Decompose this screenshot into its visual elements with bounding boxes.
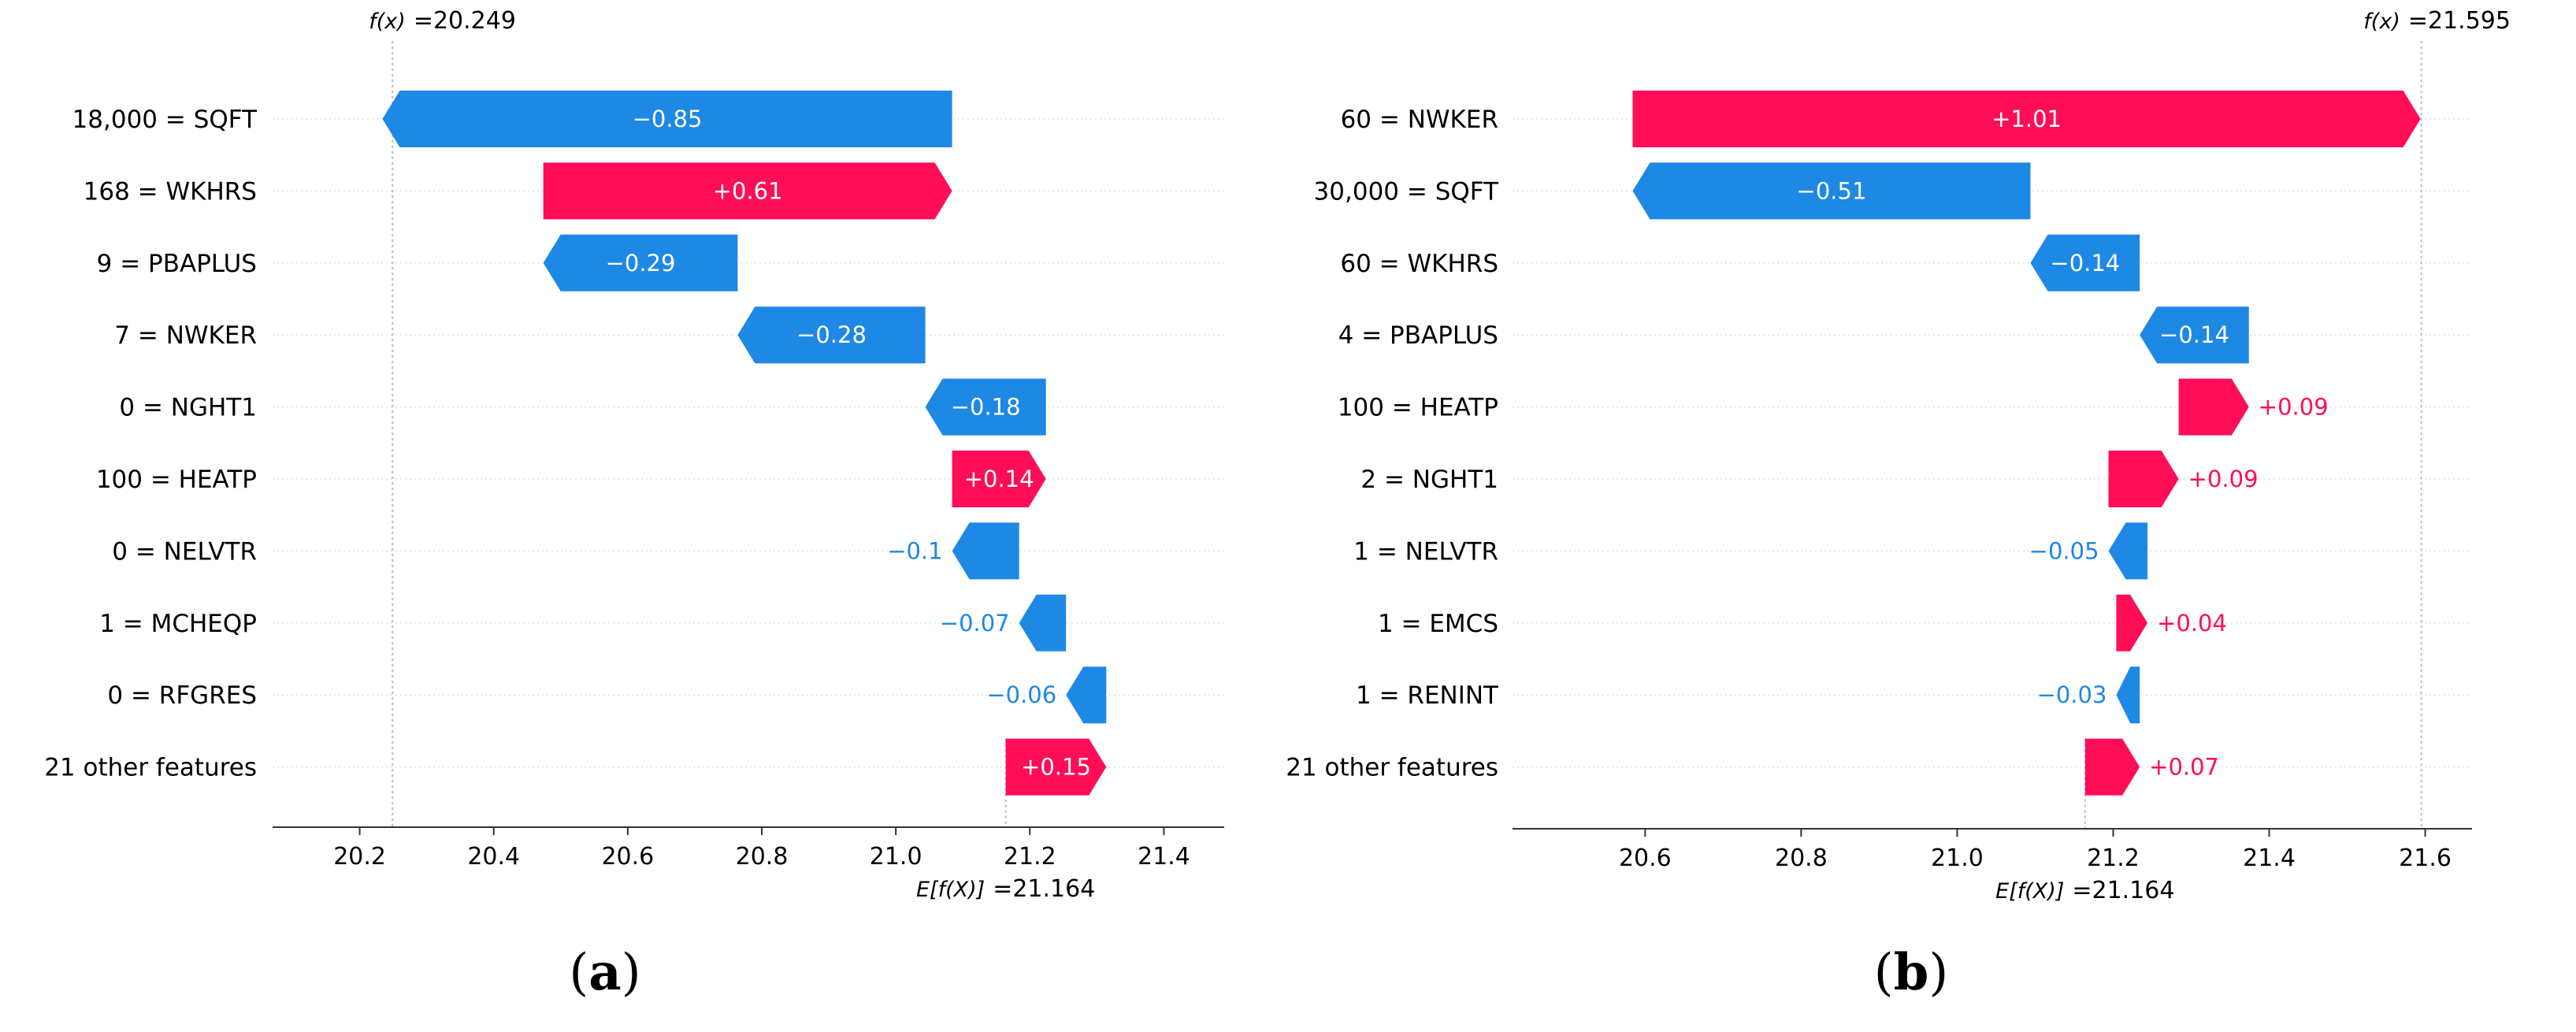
x-tick-label: 21.2 [1004,843,1056,871]
feature-label: 100 = HEATP [96,466,257,494]
bar-negative [2116,666,2140,724]
bar-value-label: −0.18 [951,394,1021,421]
bar-value-label: +0.09 [2259,394,2329,421]
ex-label: E[f(X)] [916,878,985,902]
feature-label: 2 = NGHT1 [1360,466,1498,494]
feature-label: 168 = WKHRS [84,177,257,206]
panel-a: −0.85 18,000 = SQFT +0.61 168 = WKHRS −0.29 9… [44,7,1224,1002]
feature-label: 9 = PBAPLUS [97,250,257,278]
feature-label: 0 = RFGRES [107,681,257,710]
bar-positive [543,162,952,220]
bar-value-label: −0.14 [2050,250,2120,277]
bar-positive [2178,378,2249,436]
feature-label: 7 = NWKER [114,321,257,350]
ex-value: =21.164 [2072,877,2174,904]
bar-negative [2108,522,2148,580]
bar-value-label: −0.14 [2159,321,2229,348]
x-tick-label: 20.6 [1619,845,1672,872]
caption-letter: a [588,943,621,1002]
feature-label: 18,000 = SQFT [72,106,258,134]
feature-label: 1 = RENINT [1356,681,1499,710]
bar-value-label: +0.61 [713,177,783,204]
x-tick-label: 21.4 [2243,845,2296,872]
bar-negative [382,91,952,147]
bar-negative [543,234,738,291]
x-tick-label: 20.8 [736,843,789,871]
feature-label: 60 = NWKER [1341,106,1498,134]
bar-value-label: −0.1 [887,537,942,564]
feature-label: 1 = MCHEQP [99,610,257,638]
feature-label: 21 other features [44,754,257,782]
x-tick-label: 21.4 [1138,843,1190,871]
bar-value-label: −0.07 [940,610,1010,637]
bar-positive [1632,91,2421,147]
bar-value-label: +0.09 [2188,466,2259,492]
feature-label: 0 = NELVTR [112,537,257,566]
caption-paren: ) [1928,944,1948,1002]
x-tick-label: 21.2 [2087,845,2140,872]
bar-value-label: −0.85 [633,106,703,132]
feature-label: 0 = NGHT1 [119,394,257,422]
bar-value-label: +0.15 [1021,754,1091,781]
x-tick-label: 21.0 [1931,845,1984,872]
bar-value-label: +0.04 [2157,610,2227,637]
ex-annotation: E[f(X)] =21.164 [916,875,1095,903]
fx-annotation: f(x) =20.249 [369,7,516,35]
bar-negative [2030,234,2140,291]
bar-value-label: +0.07 [2149,754,2219,781]
ex-annotation: E[f(X)] =21.164 [1995,877,2174,904]
bar-positive [2116,594,2148,651]
caption-letter: b [1894,943,1929,1002]
x-tick-label: 20.8 [1775,845,1828,872]
bar-positive [952,451,1046,507]
feature-label: 60 = WKHRS [1340,250,1498,278]
ex-value: =21.164 [993,875,1095,903]
feature-label: 1 = NELVTR [1353,537,1498,566]
bar-negative [1632,162,2031,220]
bar-positive [2108,451,2179,507]
ex-label: E[f(X)] [1995,879,2064,904]
x-tick-label: 21.0 [870,843,922,871]
bar-value-label: −0.05 [2029,537,2099,564]
fx-value: =20.249 [414,7,516,35]
feature-label: 4 = PBAPLUS [1338,321,1498,350]
caption-paren: ) [622,944,641,1002]
x-tick-label: 20.4 [467,843,520,871]
bar-negative [952,522,1019,580]
caption-paren: ( [569,944,588,1002]
feature-label: 21 other features [1286,754,1498,782]
bar-value-label: +1.01 [1991,106,2062,132]
feature-label: 30,000 = SQFT [1314,177,1500,206]
panel-b: +1.01 60 = NWKER −0.51 30,000 = SQFT −0.14 60… [1286,7,2511,1002]
bar-value-label: −0.28 [796,321,867,348]
bar-value-label: −0.51 [1797,177,1867,204]
feature-label: 1 = EMCS [1378,610,1498,638]
bar-negative [1019,594,1067,651]
bar-positive [2084,738,2140,796]
x-tick-label: 20.2 [333,843,386,871]
x-tick-label: 20.6 [601,843,654,871]
bar-negative [2140,306,2249,364]
bar-value-label: +0.14 [964,466,1034,492]
caption-paren: ( [1874,944,1894,1002]
x-tick-label: 21.6 [2399,845,2452,872]
fx-value: =21.595 [2408,7,2511,35]
bar-positive [1005,738,1107,796]
bar-value-label: −0.29 [606,250,676,277]
bar-negative [1066,666,1107,724]
fx-label: f(x) [2363,9,2400,34]
panel-caption: (b) [1874,943,1949,1002]
bar-negative [925,378,1046,436]
bar-negative [737,306,926,364]
feature-label: 100 = HEATP [1338,394,1498,422]
bar-value-label: −0.06 [986,681,1056,708]
fx-annotation: f(x) =21.595 [2363,7,2511,35]
fx-label: f(x) [369,9,406,34]
bar-value-label: −0.03 [2037,681,2107,708]
panel-caption: (a) [569,943,640,1002]
